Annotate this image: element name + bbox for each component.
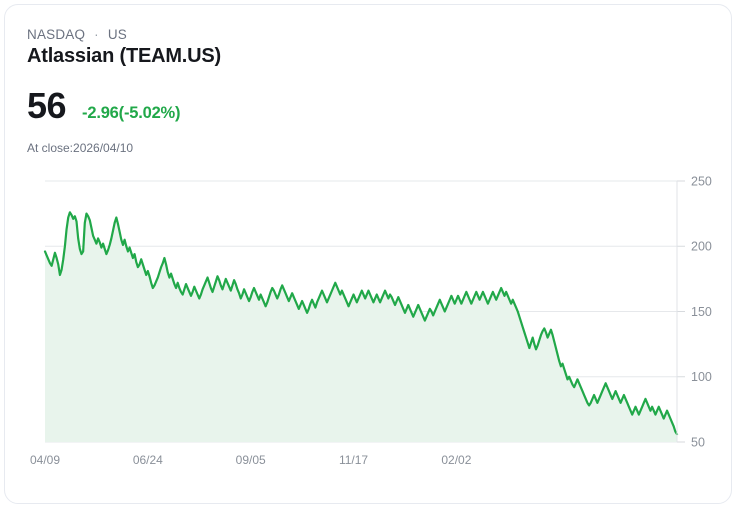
y-axis-tick-label: 50 [691, 435, 705, 449]
price-change: -2.96(-5.02%) [82, 104, 181, 122]
exchange-region-row: NASDAQ · US [27, 27, 127, 42]
x-axis-tick-label: 11/17 [339, 453, 368, 467]
x-axis-tick-label: 06/24 [133, 453, 163, 467]
x-axis-tick-label: 09/05 [236, 453, 266, 467]
price-value: 56 [27, 85, 67, 126]
price-chart-svg: 250 200 150 100 50 04/09 06/24 09/05 11/17 02/02 [30, 174, 712, 467]
page-title: Atlassian (TEAM.US) [27, 45, 222, 67]
x-axis-labels: 04/09 06/24 09/05 11/17 02/02 [30, 453, 472, 467]
price-line-path [43, 211, 679, 436]
price-row: 56 -2.96(-5.02%) [27, 85, 181, 127]
region-label: US [107, 27, 127, 42]
chart-area-fill [45, 212, 677, 442]
stock-quote-card: NASDAQ · US Atlassian (TEAM.US) 56 -2.96… [4, 4, 732, 504]
close-timestamp: At close:2026/04/10 [27, 141, 134, 155]
exchange-label: NASDAQ [27, 27, 86, 42]
separator-dot: · [94, 27, 99, 42]
y-axis-tick-label: 100 [691, 370, 712, 384]
y-axis-tick-label: 200 [691, 240, 712, 254]
y-axis-tick-label: 150 [691, 305, 712, 319]
area-fill-path [45, 212, 677, 442]
chart-line [43, 211, 679, 436]
x-axis-tick-label: 04/09 [30, 453, 60, 467]
chart-axis-lines [676, 180, 685, 443]
x-axis-tick-label: 02/02 [441, 453, 471, 467]
y-axis-tick-label: 250 [691, 174, 712, 188]
y-axis-labels: 250 200 150 100 50 [691, 174, 712, 449]
price-chart[interactable]: 250 200 150 100 50 04/09 06/24 09/05 11/17 02/02 [5, 165, 731, 485]
